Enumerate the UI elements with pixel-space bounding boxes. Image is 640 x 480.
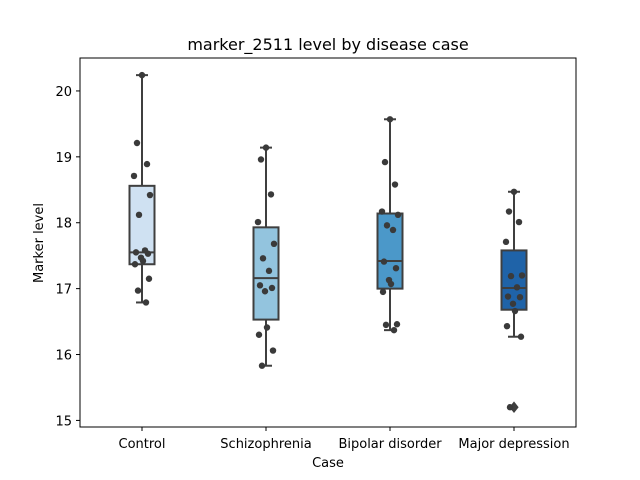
data-point [382,321,390,329]
data-point [263,324,271,331]
box [376,212,404,290]
x-tick-label: Schizophrenia [220,437,311,452]
data-point [267,191,275,198]
data-point [258,362,266,369]
data-point [135,211,143,219]
data-point [269,347,277,354]
data-point [130,172,138,180]
data-point [131,261,139,268]
swarm-points [378,116,402,334]
data-point [511,307,519,315]
data-point [509,300,517,307]
data-point [132,249,140,256]
data-point [261,288,269,295]
data-point [503,322,511,330]
data-point [389,226,397,234]
chart-title: marker_2511 level by disease case [187,35,468,55]
x-axis: Control Schizophrenia Bipolar disorder Majo… [119,427,570,452]
data-point [387,280,395,288]
x-tick-label: Bipolar disorder [338,437,442,452]
x-axis-label: Case [312,456,344,471]
data-point [133,139,141,147]
y-axis: 15 16 17 18 19 20 [55,85,80,429]
box [500,249,528,311]
box-group [500,190,528,414]
y-axis-label: Marker level [32,203,47,283]
data-point [146,191,154,199]
data-point [139,257,147,265]
data-point [381,158,389,166]
data-point [138,71,146,79]
data-point [380,258,388,265]
plot-frame [79,57,577,428]
data-point [510,188,518,195]
data-point [255,331,263,338]
data-point [256,282,264,289]
data-point [518,272,526,279]
data-point [386,116,394,123]
swarm-points [502,188,526,411]
y-tick-label: 17 [55,283,72,298]
data-point [507,272,515,280]
data-point [143,160,151,168]
swarm-points [254,144,278,369]
data-point [516,293,524,301]
data-point [142,299,150,306]
y-tick-label: 16 [55,349,72,364]
data-point [515,218,523,226]
data-point [394,211,402,219]
x-tick-label: Control [119,437,166,452]
x-tick-label: Major depression [458,437,569,452]
data-point [134,287,142,294]
plot-area [128,71,528,414]
data-point [504,293,512,300]
data-point [379,288,387,296]
data-point [391,181,399,188]
data-point [505,208,513,215]
data-point [257,156,265,163]
data-point [259,255,267,262]
data-point [392,264,400,272]
swarm-points [130,71,154,306]
data-point [262,144,270,151]
data-point [390,326,398,334]
data-point [393,321,401,328]
box-group [128,74,156,304]
y-tick-label: 18 [55,217,72,232]
data-point [502,238,510,246]
data-point [378,208,386,215]
box-group [376,118,404,332]
data-point [144,250,152,257]
data-point [513,284,521,291]
y-tick-label: 19 [55,151,72,166]
data-point [265,267,273,275]
data-point [383,222,391,229]
data-point [254,218,262,226]
data-point [506,404,514,411]
y-tick-label: 20 [55,85,72,100]
data-point [270,240,278,248]
data-point [145,275,153,282]
data-point [268,284,276,292]
data-point [517,333,525,340]
y-tick-label: 15 [55,414,72,429]
